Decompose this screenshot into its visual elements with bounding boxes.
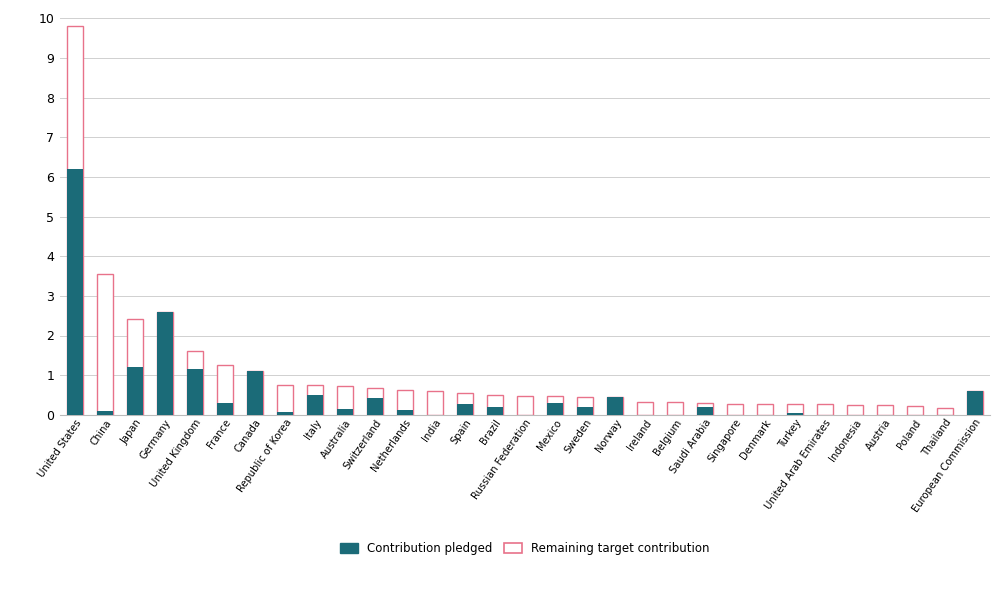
Bar xyxy=(457,404,473,415)
Bar xyxy=(937,407,953,415)
Bar xyxy=(67,169,83,415)
Bar xyxy=(577,407,593,415)
Bar xyxy=(187,369,203,415)
Bar xyxy=(547,403,563,415)
Bar xyxy=(577,397,593,415)
Bar xyxy=(157,312,173,415)
Bar xyxy=(607,397,623,415)
Bar xyxy=(517,396,533,415)
Bar xyxy=(67,26,83,415)
Bar xyxy=(757,404,773,415)
Bar xyxy=(247,371,263,415)
Bar xyxy=(487,407,503,415)
Bar xyxy=(307,385,323,415)
Bar xyxy=(277,412,293,415)
Bar xyxy=(397,390,413,415)
Bar xyxy=(967,391,983,415)
Bar xyxy=(667,402,683,415)
Bar xyxy=(427,391,443,415)
Bar xyxy=(487,395,503,415)
Bar xyxy=(967,391,983,415)
Bar xyxy=(97,411,113,415)
Bar xyxy=(847,405,863,415)
Bar xyxy=(367,398,383,415)
Bar xyxy=(157,312,173,415)
Bar xyxy=(397,410,413,415)
Bar xyxy=(127,319,143,415)
Bar xyxy=(697,407,713,415)
Bar xyxy=(367,388,383,415)
Bar xyxy=(337,409,353,415)
Bar xyxy=(907,406,923,415)
Bar xyxy=(277,385,293,415)
Bar xyxy=(727,404,743,415)
Bar xyxy=(607,397,623,415)
Bar xyxy=(97,274,113,415)
Bar xyxy=(457,393,473,415)
Bar xyxy=(877,405,893,415)
Bar xyxy=(787,413,803,415)
Bar xyxy=(337,386,353,415)
Bar xyxy=(217,403,233,415)
Bar xyxy=(637,402,653,415)
Bar xyxy=(187,351,203,415)
Bar xyxy=(307,395,323,415)
Bar xyxy=(217,365,233,415)
Bar xyxy=(127,367,143,415)
Bar xyxy=(547,396,563,415)
Legend: Contribution pledged, Remaining target contribution: Contribution pledged, Remaining target c… xyxy=(335,537,715,559)
Bar xyxy=(247,371,263,415)
Bar xyxy=(697,403,713,415)
Bar xyxy=(787,404,803,415)
Bar xyxy=(817,404,833,415)
